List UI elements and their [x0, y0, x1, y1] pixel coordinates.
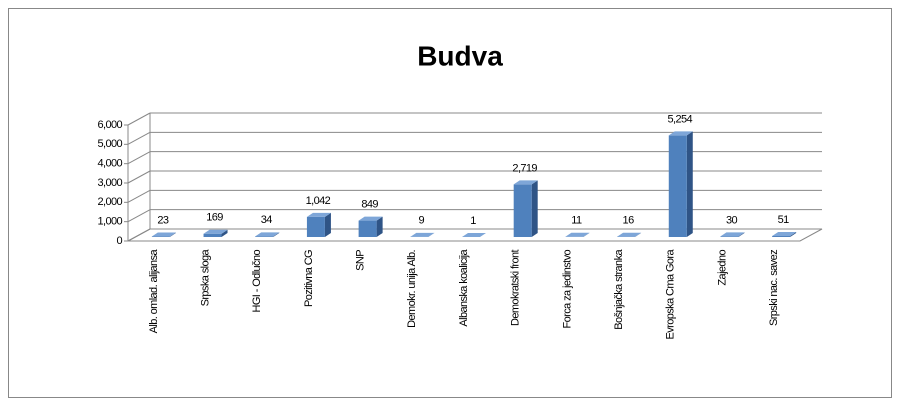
- y-tick-label: 1,000: [97, 216, 122, 228]
- x-tick-label: Alb. omlad. alijansa: [148, 249, 160, 334]
- data-label: 1: [470, 215, 476, 227]
- bar-side: [428, 232, 435, 237]
- x-tick-label: Evropska Crna Gora: [665, 249, 677, 340]
- data-label: 1,042: [306, 195, 331, 207]
- x-tick-label: Pozitivna CG: [303, 250, 315, 307]
- bar-side: [273, 232, 280, 237]
- chart-border: [8, 8, 892, 398]
- bar-side: [635, 232, 642, 237]
- bar-top: [565, 232, 590, 237]
- data-label: 169: [206, 212, 223, 224]
- data-label: 5,254: [668, 113, 693, 125]
- grid-line: [127, 228, 151, 242]
- y-tick-label: 2,000: [97, 196, 122, 208]
- bar: [306, 216, 325, 237]
- y-tick-label: 3,000: [97, 177, 122, 189]
- bar: [203, 233, 222, 237]
- bar-top: [151, 232, 176, 237]
- bar-top: [772, 232, 797, 237]
- data-label: 16: [623, 215, 635, 227]
- bar: [668, 135, 687, 237]
- bar-side: [790, 232, 797, 237]
- data-label: 2,719: [512, 162, 537, 174]
- bar-top: [513, 180, 538, 185]
- x-tick-label: HGI - Odlučno: [251, 250, 263, 313]
- data-label: 51: [778, 214, 790, 226]
- x-tick-label: Demokratski front: [510, 249, 522, 326]
- bar-top: [462, 232, 486, 237]
- x-tick-label: Zajedno: [716, 250, 728, 286]
- x-tick-label: SNP: [355, 250, 367, 271]
- y-tick-label: 4,000: [97, 158, 122, 170]
- x-tick-label: Bošnjačka stranka: [613, 249, 625, 330]
- x-tick-label: Forca za jedinstvo: [561, 250, 573, 329]
- bar-top: [720, 232, 745, 237]
- y-tick-label: 6,000: [97, 119, 122, 131]
- y-tick-label: 0: [116, 235, 122, 247]
- grid-line: [127, 170, 151, 184]
- y-tick-label: 5,000: [97, 138, 122, 150]
- bar: [772, 236, 791, 237]
- chart-title: Budva: [417, 40, 503, 71]
- bar-top: [203, 229, 228, 234]
- grid-line: [127, 189, 151, 203]
- bar: [358, 220, 377, 237]
- data-label: 34: [261, 214, 273, 226]
- grid-line: [127, 209, 151, 223]
- bar-top: [255, 232, 280, 237]
- data-label: 9: [419, 215, 425, 227]
- x-tick-label: Demokr. unija Alb.: [406, 249, 418, 327]
- bar-side: [738, 232, 745, 237]
- bar-side: [221, 229, 228, 237]
- bar-side: [686, 131, 693, 237]
- bar-top: [410, 232, 435, 237]
- data-label: 23: [157, 214, 169, 226]
- grid-line: [127, 112, 151, 126]
- bar-top: [617, 232, 642, 237]
- bar: [513, 184, 532, 237]
- x-tick-label: Srpski nac. savez: [768, 250, 780, 326]
- data-label: 11: [571, 215, 582, 227]
- x-tick-label: Srpska sloga: [199, 249, 211, 307]
- bar: [720, 236, 739, 237]
- bar-side: [376, 216, 383, 237]
- bar-top: [668, 131, 693, 136]
- data-label: 849: [361, 198, 378, 210]
- bar-side: [169, 232, 176, 237]
- grid-line: [127, 131, 151, 145]
- bar-side: [480, 232, 486, 237]
- bar-top: [358, 216, 383, 221]
- bar-top: [306, 212, 331, 217]
- x-tick-label: Albanska koalicija: [458, 249, 470, 327]
- bar: [255, 236, 274, 237]
- bar-side: [583, 232, 590, 237]
- bar-side: [324, 212, 331, 237]
- grid-line: [127, 151, 151, 165]
- data-label: 30: [726, 214, 738, 226]
- bar-side: [531, 180, 538, 237]
